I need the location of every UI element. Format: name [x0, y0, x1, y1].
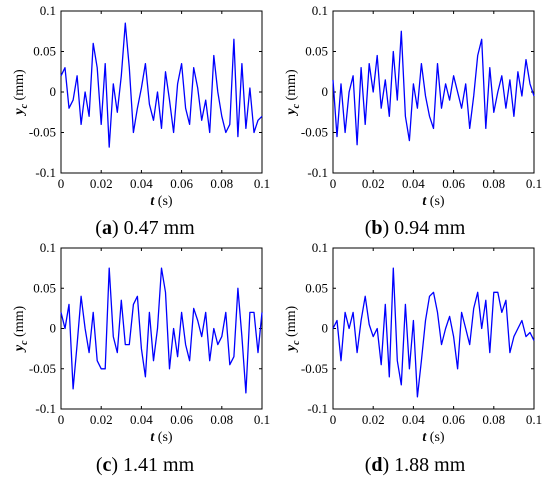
x-tick-label: 0 [58, 412, 65, 427]
data-series-line [332, 30, 535, 146]
y-tick-label: 0 [322, 84, 329, 99]
x-axis-variable: t [150, 430, 155, 445]
y-tick-label: -0.05 [301, 361, 328, 376]
x-tick-label: 0.02 [362, 412, 385, 427]
y-tick-label: -0.05 [301, 125, 328, 140]
y-tick-label: -0.05 [29, 125, 56, 140]
y-axis-label: yc (mm) [12, 69, 30, 117]
x-tick-label: 0.08 [482, 176, 505, 191]
y-axis-subscript: c [291, 340, 302, 345]
y-tick-label: -0.1 [35, 401, 56, 416]
x-tick-label: 0.1 [526, 412, 542, 427]
y-axis-subscript: c [291, 103, 302, 108]
y-axis-subscript: c [19, 340, 30, 345]
x-axis-variable: t [422, 430, 427, 445]
x-tick-label: 0.04 [402, 176, 425, 191]
y-tick-label: -0.05 [29, 361, 56, 376]
panel-caption: (c) 1.41 mm [96, 454, 195, 476]
x-tick-label: 0.08 [210, 412, 233, 427]
x-axis-unit: (s) [426, 194, 445, 209]
panel-caption: (d) 1.88 mm [365, 454, 466, 476]
y-axis-unit: (mm) [12, 69, 27, 104]
y-axis-unit: (mm) [12, 306, 27, 341]
y-tick-label: 0.1 [312, 240, 328, 255]
y-axis-unit: (mm) [284, 69, 299, 104]
y-tick-label: 0.05 [305, 44, 328, 59]
y-axis-unit: (mm) [284, 306, 299, 341]
x-axis-variable: t [422, 194, 427, 209]
panel-caption-text: 0.94 mm [394, 217, 466, 239]
y-tick-label: 0.05 [33, 280, 56, 295]
y-tick-label: -0.1 [307, 401, 328, 416]
y-axis-variable: y [284, 108, 299, 117]
x-axis-label: t (s) [150, 194, 173, 209]
x-tick-label: 0.08 [482, 412, 505, 427]
x-tick-label: 0.06 [170, 412, 193, 427]
y-axis-label: yc (mm) [284, 306, 302, 354]
y-tick-label: 0.05 [305, 280, 328, 295]
panel-letter: a [102, 217, 112, 239]
y-axis-subscript: c [19, 103, 30, 108]
y-axis-label: yc (mm) [284, 69, 302, 117]
y-axis-variable: y [284, 344, 299, 353]
x-tick-label: 0 [58, 176, 65, 191]
y-tick-label: 0 [50, 84, 57, 99]
y-axis-label: yc (mm) [12, 306, 30, 354]
chart-panel-a: 0 0.02 0.04 0.06 0.08 0.1 -0.1 -0.05 0 0.05 0.1 t (… [12, 3, 270, 239]
data-series-line [332, 267, 535, 398]
y-tick-label: -0.1 [35, 165, 56, 180]
panel-caption: (b) 0.94 mm [365, 217, 466, 239]
x-axis-unit: (s) [426, 430, 445, 445]
x-tick-label: 0.06 [170, 176, 193, 191]
panel-caption-text: 1.41 mm [123, 454, 195, 476]
panel-letter: c [102, 454, 111, 476]
x-tick-label: 0.1 [526, 176, 542, 191]
chart-panel-c: 0 0.02 0.04 0.06 0.08 0.1 -0.1 -0.05 0 0.05 0.1 t (… [12, 240, 270, 476]
chart-panel-d: 0 0.02 0.04 0.06 0.08 0.1 -0.1 -0.05 0 0.05 0.1 t (… [284, 240, 542, 476]
y-axis-variable: y [12, 344, 27, 353]
x-axis-label: t (s) [422, 194, 445, 209]
x-tick-label: 0.06 [442, 176, 465, 191]
x-tick-label: 0.1 [254, 412, 270, 427]
chart-panel-b: 0 0.02 0.04 0.06 0.08 0.1 -0.1 -0.05 0 0.05 0.1 t (… [284, 3, 542, 239]
panel-caption-text: 1.88 mm [394, 454, 466, 476]
y-tick-label: 0.1 [40, 3, 56, 18]
y-tick-label: 0 [50, 321, 57, 336]
plot-frame [332, 247, 535, 410]
data-series-line [60, 267, 263, 394]
x-axis-variable: t [150, 194, 155, 209]
x-axis-unit: (s) [154, 430, 173, 445]
y-tick-label: 0.05 [33, 44, 56, 59]
x-tick-label: 0 [330, 176, 337, 191]
panel-letter: b [371, 217, 382, 239]
y-tick-label: -0.1 [307, 165, 328, 180]
x-tick-label: 0.04 [130, 412, 153, 427]
panel-caption: (a) 0.47 mm [95, 217, 195, 239]
x-axis-unit: (s) [154, 194, 173, 209]
x-tick-label: 0 [330, 412, 337, 427]
y-tick-label: 0.1 [40, 240, 56, 255]
x-tick-label: 0.04 [402, 412, 425, 427]
x-tick-label: 0.06 [442, 412, 465, 427]
panel-caption-text: 0.47 mm [124, 217, 196, 239]
x-tick-label: 0.1 [254, 176, 270, 191]
x-tick-label: 0.08 [210, 176, 233, 191]
panel-letter: d [371, 454, 382, 476]
data-series-line [60, 22, 263, 148]
x-axis-label: t (s) [150, 430, 173, 445]
x-tick-label: 0.02 [90, 412, 113, 427]
x-tick-label: 0.02 [90, 176, 113, 191]
y-axis-variable: y [12, 108, 27, 117]
x-axis-label: t (s) [422, 430, 445, 445]
y-tick-label: 0.1 [312, 3, 328, 18]
y-tick-label: 0 [322, 321, 329, 336]
x-tick-label: 0.04 [130, 176, 153, 191]
x-tick-label: 0.02 [362, 176, 385, 191]
